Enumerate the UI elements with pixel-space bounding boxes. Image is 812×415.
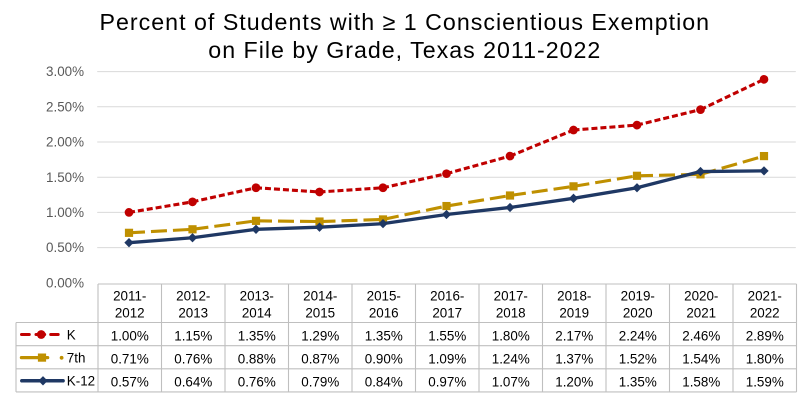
- svg-text:2015-: 2015-: [367, 289, 401, 304]
- svg-text:2013-: 2013-: [240, 289, 274, 304]
- svg-text:2017: 2017: [432, 306, 462, 321]
- svg-text:2014: 2014: [242, 306, 272, 321]
- svg-text:1.07%: 1.07%: [492, 375, 530, 390]
- svg-text:0.76%: 0.76%: [238, 375, 276, 390]
- svg-text:2016: 2016: [369, 306, 399, 321]
- svg-text:2022: 2022: [750, 306, 780, 321]
- svg-text:0.88%: 0.88%: [238, 352, 276, 367]
- svg-text:1.35%: 1.35%: [365, 328, 403, 343]
- svg-text:2021: 2021: [686, 306, 716, 321]
- svg-text:2012-: 2012-: [176, 289, 210, 304]
- svg-text:2014-: 2014-: [303, 289, 337, 304]
- svg-text:1.35%: 1.35%: [238, 328, 276, 343]
- svg-text:1.55%: 1.55%: [428, 328, 466, 343]
- svg-text:1.29%: 1.29%: [301, 328, 339, 343]
- svg-text:0.97%: 0.97%: [428, 375, 466, 390]
- svg-text:0.87%: 0.87%: [301, 352, 339, 367]
- svg-text:1.54%: 1.54%: [682, 352, 720, 367]
- svg-text:2017-: 2017-: [494, 289, 528, 304]
- svg-text:2020: 2020: [623, 306, 653, 321]
- svg-text:K: K: [67, 327, 76, 342]
- svg-text:1.00%: 1.00%: [111, 328, 149, 343]
- svg-text:1.37%: 1.37%: [555, 352, 593, 367]
- svg-text:2012: 2012: [115, 306, 145, 321]
- svg-text:2013: 2013: [178, 306, 208, 321]
- svg-text:2015: 2015: [305, 306, 335, 321]
- svg-text:0.57%: 0.57%: [111, 375, 149, 390]
- svg-text:2.89%: 2.89%: [746, 328, 784, 343]
- svg-text:2018: 2018: [496, 306, 526, 321]
- svg-text:0.79%: 0.79%: [301, 375, 339, 390]
- svg-text:2.24%: 2.24%: [619, 328, 657, 343]
- svg-text:K-12: K-12: [67, 374, 95, 389]
- svg-text:0.00%: 0.00%: [46, 275, 84, 290]
- svg-text:1.00%: 1.00%: [46, 205, 84, 220]
- svg-text:1.58%: 1.58%: [682, 375, 720, 390]
- svg-text:2.17%: 2.17%: [555, 328, 593, 343]
- svg-text:2019-: 2019-: [621, 289, 655, 304]
- svg-text:1.15%: 1.15%: [174, 328, 212, 343]
- svg-text:1.24%: 1.24%: [492, 352, 530, 367]
- svg-text:2019: 2019: [559, 306, 589, 321]
- svg-text:1.59%: 1.59%: [746, 375, 784, 390]
- svg-text:1.50%: 1.50%: [46, 170, 84, 185]
- svg-text:2021-: 2021-: [748, 289, 782, 304]
- svg-text:2.00%: 2.00%: [46, 135, 84, 150]
- svg-text:7th: 7th: [67, 350, 86, 365]
- svg-text:3.00%: 3.00%: [46, 64, 84, 79]
- svg-text:2.46%: 2.46%: [682, 328, 720, 343]
- svg-text:0.90%: 0.90%: [365, 352, 403, 367]
- svg-text:1.80%: 1.80%: [492, 328, 530, 343]
- svg-text:1.35%: 1.35%: [619, 375, 657, 390]
- svg-text:1.52%: 1.52%: [619, 352, 657, 367]
- svg-text:0.71%: 0.71%: [111, 352, 149, 367]
- svg-text:0.64%: 0.64%: [174, 375, 212, 390]
- svg-text:2018-: 2018-: [557, 289, 591, 304]
- svg-text:1.09%: 1.09%: [428, 352, 466, 367]
- svg-text:on File by Grade, Texas 2011-2: on File by Grade, Texas 2011-2022: [208, 37, 600, 63]
- svg-text:1.80%: 1.80%: [746, 352, 784, 367]
- svg-text:0.84%: 0.84%: [365, 375, 403, 390]
- svg-text:2.50%: 2.50%: [46, 99, 84, 114]
- svg-text:2011-: 2011-: [113, 289, 146, 304]
- svg-text:0.76%: 0.76%: [174, 352, 212, 367]
- svg-text:0.50%: 0.50%: [46, 240, 84, 255]
- svg-text:2016-: 2016-: [430, 289, 464, 304]
- svg-text:Percent of Students with ≥ 1 C: Percent of Students with ≥ 1 Conscientio…: [100, 9, 710, 35]
- svg-text:1.20%: 1.20%: [555, 375, 593, 390]
- svg-text:2020-: 2020-: [684, 289, 718, 304]
